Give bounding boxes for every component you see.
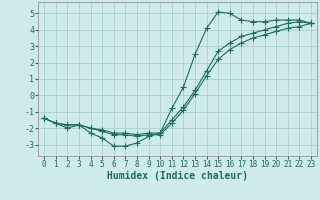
X-axis label: Humidex (Indice chaleur): Humidex (Indice chaleur): [107, 171, 248, 181]
